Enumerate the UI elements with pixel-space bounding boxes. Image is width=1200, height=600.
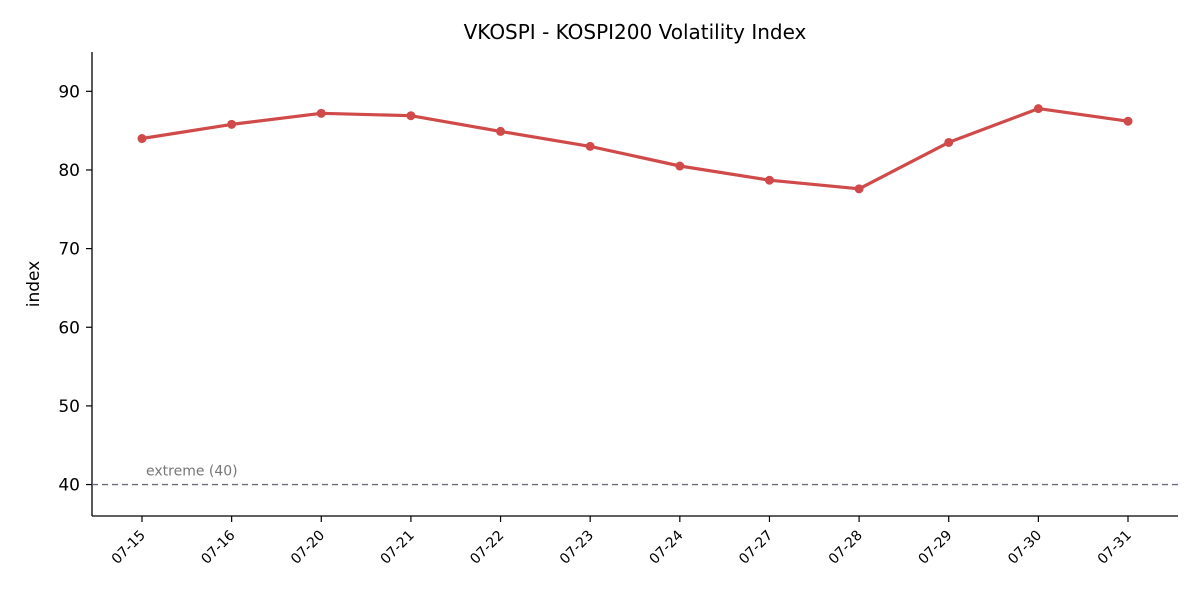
data-point [496, 126, 506, 136]
x-tick-label: 07-21 [378, 528, 418, 568]
x-tick-label: 07-27 [736, 528, 776, 568]
x-tick-label: 07-28 [826, 528, 866, 568]
data-point [675, 161, 685, 171]
y-axis-label: index [24, 261, 44, 308]
data-point [137, 134, 147, 144]
series-line [140, 106, 1130, 191]
x-tick-label: 07-22 [467, 528, 507, 568]
data-point [854, 184, 864, 194]
chart-title: VKOSPI - KOSPI200 Volatility Index [464, 20, 807, 44]
y-tick-label: 80 [58, 161, 80, 181]
reference-line-label: extreme (40) [146, 464, 238, 480]
x-tick-label: 07-24 [647, 527, 687, 567]
x-tick-label: 07-29 [915, 528, 955, 568]
x-tick-label: 07-15 [109, 528, 149, 568]
data-point [316, 108, 326, 118]
data-point [585, 141, 595, 151]
x-tick-label: 07-31 [1095, 528, 1135, 568]
x-tick-label: 07-23 [557, 528, 597, 568]
y-tick-label: 50 [58, 397, 80, 417]
y-tick-label: 70 [58, 240, 80, 260]
data-point [764, 175, 774, 185]
y-tick-label: 60 [58, 318, 80, 338]
data-point [944, 137, 954, 147]
y-tick-label: 90 [58, 82, 80, 102]
x-tick-label: 07-16 [198, 527, 238, 567]
data-point [227, 119, 237, 129]
y-tick-label: 40 [58, 476, 80, 496]
data-point [1123, 116, 1133, 126]
data-point [1033, 104, 1043, 114]
x-tick-label: 07-30 [1005, 528, 1045, 568]
x-tick-label: 07-20 [288, 528, 328, 568]
data-point [406, 111, 416, 121]
plot-area: 40 50 60 70 80 90 07-15 07-16 07-20 07-21 07-22 07-… [58, 52, 1178, 568]
